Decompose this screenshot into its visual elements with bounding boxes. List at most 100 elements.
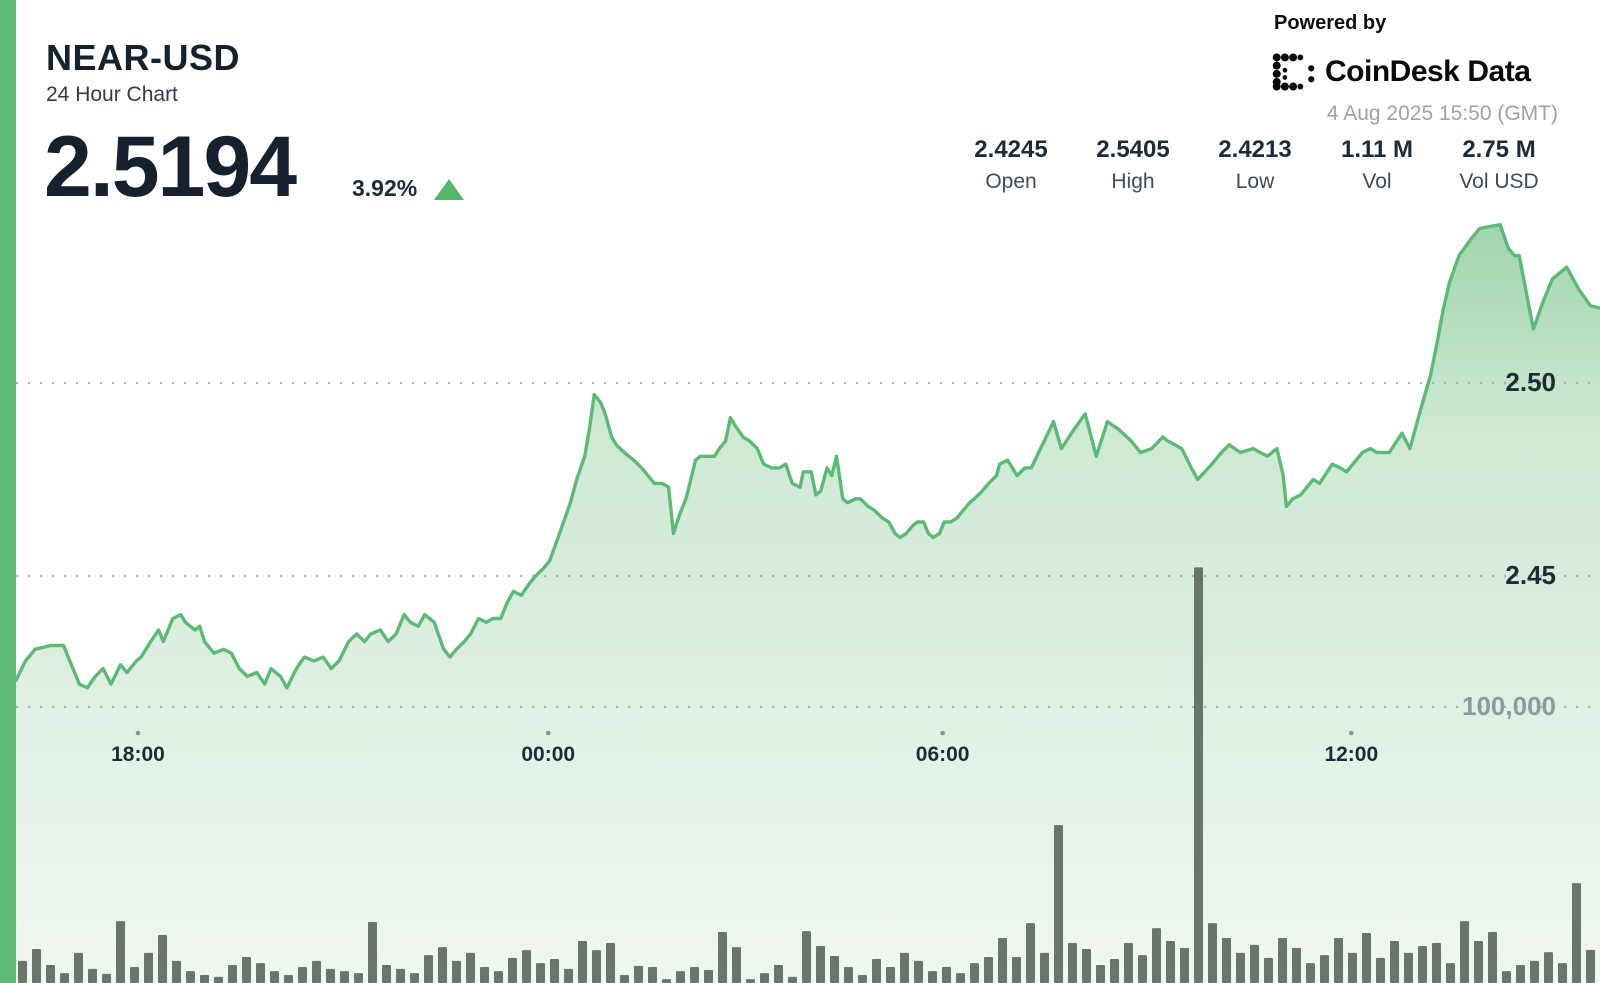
volume-bar <box>256 963 265 983</box>
volume-bar <box>46 965 55 983</box>
volume-bar <box>1432 942 1441 983</box>
volume-bar <box>984 957 993 983</box>
volume-bar <box>130 966 139 983</box>
stat-open-value: 2.4245 <box>974 136 1048 163</box>
volume-bar <box>284 974 293 983</box>
up-arrow-icon <box>434 179 464 200</box>
volume-bar <box>466 952 475 983</box>
volume-axis-label: 100,000 <box>1462 691 1556 721</box>
volume-bar <box>1222 938 1231 983</box>
volume-bar <box>998 938 1007 983</box>
volume-bar <box>88 968 97 983</box>
stat-vol: 1.11 M Vol <box>1316 136 1438 193</box>
volume-bar <box>144 952 153 983</box>
volume-bar <box>872 958 881 983</box>
volume-bar <box>396 968 405 983</box>
stats-row: 2.4245 Open 2.5405 High 2.4213 Low 1.11 … <box>950 136 1560 194</box>
logo-text-data: Data <box>1467 55 1531 88</box>
stat-low-value: 2.4213 <box>1218 136 1292 163</box>
current-price: 2.5194 <box>44 119 297 215</box>
volume-bar <box>200 974 209 983</box>
volume-bar <box>158 934 167 983</box>
volume-bar <box>1012 957 1021 983</box>
volume-bar <box>620 974 629 983</box>
stat-high: 2.5405 High <box>1072 136 1194 193</box>
volume-bar <box>830 955 839 983</box>
volume-bar <box>242 957 251 983</box>
x-tick-label-2: 06:00 <box>915 743 970 766</box>
volume-bar <box>648 966 657 983</box>
volume-bar <box>1502 971 1511 983</box>
accent-stripe <box>0 0 16 983</box>
volume-bar <box>1208 923 1217 983</box>
volume-bar <box>214 976 223 983</box>
price-axis-label-250: 2.50 <box>1505 367 1556 397</box>
volume-bar <box>956 973 965 983</box>
volume-bar <box>186 971 195 983</box>
volume-bar <box>704 970 713 983</box>
volume-bar <box>676 971 685 983</box>
symbol-title: NEAR-USD <box>46 37 241 78</box>
volume-bar <box>1236 952 1245 983</box>
volume-bar <box>382 965 391 983</box>
volume-bar <box>550 958 559 983</box>
volume-bar <box>942 966 951 983</box>
volume-bar <box>1320 955 1329 983</box>
volume-bar <box>1096 965 1105 983</box>
volume-bar <box>1460 921 1469 983</box>
volume-bar <box>102 973 111 983</box>
volume-bar <box>1194 567 1203 983</box>
volume-bar <box>1418 946 1427 983</box>
volume-bar <box>970 963 979 983</box>
volume-bar <box>1152 928 1161 983</box>
volume-bar <box>410 973 419 983</box>
price-axis-label-245: 2.45 <box>1505 560 1556 590</box>
volume-bar <box>326 968 335 983</box>
chart-subtitle: 24 Hour Chart <box>46 83 178 106</box>
stat-high-value: 2.5405 <box>1096 136 1170 163</box>
stat-vol-usd-value: 2.75 M <box>1462 136 1536 163</box>
coindesk-data-logo[interactable]: CoinDesk Data <box>1272 51 1531 93</box>
volume-bar <box>788 976 797 983</box>
volume-bar <box>494 971 503 983</box>
price-line <box>14 223 1600 690</box>
volume-bar <box>368 922 377 983</box>
x-tick-label-3: 12:00 <box>1324 743 1379 766</box>
volume-bar <box>1334 938 1343 983</box>
volume-bar <box>1068 942 1077 983</box>
volume-bar <box>662 979 671 983</box>
volume-bar <box>1446 963 1455 983</box>
volume-bar <box>32 949 41 983</box>
volume-bar <box>1376 957 1385 983</box>
volume-bar <box>1488 931 1497 983</box>
volume-bar <box>914 960 923 983</box>
volume-bar <box>1138 955 1147 983</box>
volume-bar <box>1082 949 1091 983</box>
x-tick-dot-1 <box>545 730 551 736</box>
volume-bar <box>774 965 783 983</box>
volume-bar <box>1348 952 1357 983</box>
volume-bar <box>1572 883 1581 983</box>
volume-bar <box>1558 963 1567 983</box>
stat-low-label: Low <box>1235 170 1275 194</box>
timestamp: 4 Aug 2025 15:50 (GMT) <box>1326 102 1558 125</box>
volume-bar <box>228 965 237 983</box>
change-percent: 3.92% <box>352 175 418 201</box>
x-tick-dot-2 <box>940 730 945 736</box>
volume-bar <box>424 955 433 983</box>
logo-text-coindesk: CoinDesk <box>1325 55 1460 88</box>
volume-bar <box>74 952 83 983</box>
volume-bar <box>606 942 615 983</box>
volume-bar <box>1166 941 1175 983</box>
stat-low: 2.4213 Low <box>1194 136 1316 194</box>
x-tick-label-0: 18:00 <box>111 743 165 766</box>
volume-bar <box>858 974 867 983</box>
volume-bar <box>928 971 937 983</box>
volume-bar <box>1040 952 1049 983</box>
volume-bar <box>452 960 461 983</box>
volume-bar <box>1026 923 1035 983</box>
volume-bar <box>522 950 531 983</box>
volume-bar <box>1474 941 1483 983</box>
